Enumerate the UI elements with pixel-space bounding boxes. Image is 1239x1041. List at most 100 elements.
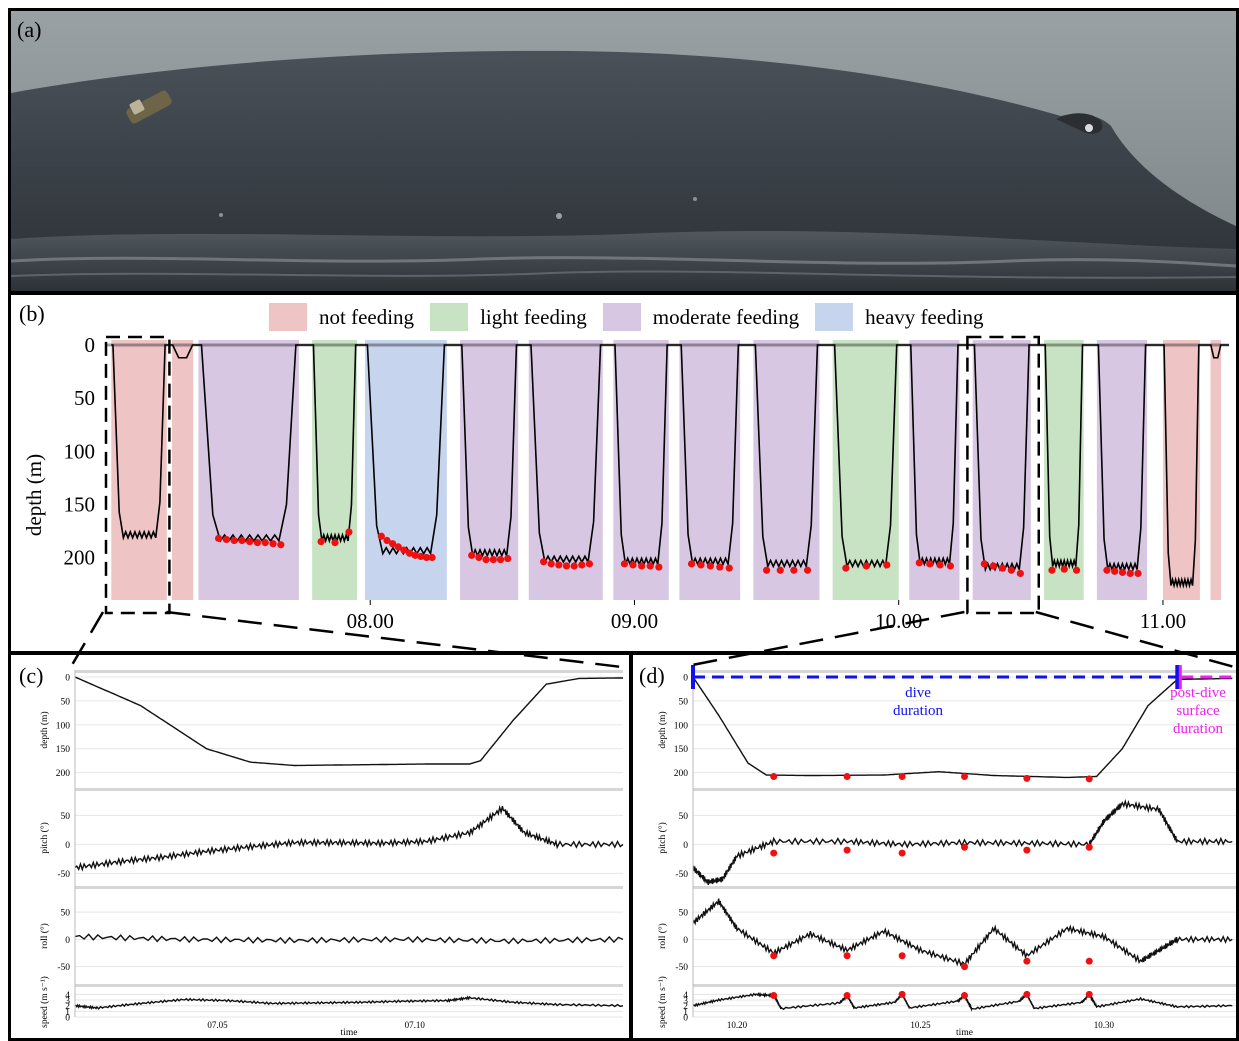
selection-box-c xyxy=(104,335,171,615)
lunge-dot xyxy=(475,553,483,562)
y-tick-label: 3 xyxy=(683,997,688,1007)
lunge-dot xyxy=(400,546,408,554)
lunge-dot xyxy=(253,539,262,547)
lunge-dot xyxy=(394,543,402,551)
y-axis-label: roll (°) xyxy=(657,923,668,949)
lunge-dot xyxy=(1048,566,1056,574)
lunge-dot xyxy=(1085,775,1093,783)
legend-label-light-feeding: light feeding xyxy=(480,304,587,329)
y-tick-label: 0 xyxy=(65,674,70,684)
lunge-dot xyxy=(1126,569,1134,578)
dive-profile-chart: depth (m) 0 50 100 150 200 08.00 09.00 10.00 11.… xyxy=(22,333,1229,633)
lunge-dot xyxy=(843,952,851,960)
lunge-dot xyxy=(697,561,705,569)
y-axis-label: pitch (°) xyxy=(39,822,50,854)
lunge-dot xyxy=(980,560,988,568)
y-tick-label: 50 xyxy=(61,909,71,919)
lunge-dot xyxy=(898,952,906,960)
lunge-dot xyxy=(562,562,571,570)
trace-line xyxy=(692,676,1233,779)
lunge-dot xyxy=(716,563,724,571)
lunge-dot xyxy=(405,549,414,557)
selection-box-d xyxy=(966,335,1041,615)
y-tick-label: 100 xyxy=(64,439,96,463)
y-axis-label: pitch (°) xyxy=(657,822,668,854)
strip-bar xyxy=(75,788,623,791)
y-tick-label: 50 xyxy=(679,909,689,919)
whale-photo xyxy=(11,11,1236,291)
lunge-dot xyxy=(1060,565,1068,573)
y-axis-label: depth (m) xyxy=(22,454,46,536)
y-tick-label: 150 xyxy=(64,492,96,516)
legend-item-heavy-feeding: heavy feeding xyxy=(815,303,984,331)
lunge-dot xyxy=(725,564,733,572)
y-tick-label: 50 xyxy=(679,812,689,822)
lunge-dot xyxy=(331,539,339,547)
lunge-dot xyxy=(915,559,923,567)
lunge-dot xyxy=(638,562,646,570)
post-dive-word: surface xyxy=(1176,703,1220,719)
lunge-dot xyxy=(482,556,490,564)
lunge-dot xyxy=(883,561,891,569)
panel-a-label: (a) xyxy=(17,17,42,42)
lunge-dot xyxy=(489,556,497,564)
legend-label-heavy-feeding: heavy feeding xyxy=(865,304,984,329)
x-tick-label: 10.20 xyxy=(727,1020,748,1030)
dive-region-0 xyxy=(111,340,167,600)
dive-region-1 xyxy=(172,340,194,600)
lunge-dot xyxy=(1072,566,1081,574)
y-tick-label: 200 xyxy=(64,546,96,570)
lunge-dot xyxy=(862,562,870,570)
strip-bar xyxy=(75,670,623,673)
lunge-dot xyxy=(496,556,505,564)
panel-d-label: (d) xyxy=(639,663,665,688)
post-dive-label: post-dive surface duration xyxy=(1170,685,1226,737)
y-tick-label: 4 xyxy=(65,991,70,1001)
trace-line xyxy=(692,991,1233,1012)
dive-region-11 xyxy=(909,340,960,600)
trace-line xyxy=(74,933,624,945)
dive-region-14 xyxy=(1096,340,1148,600)
legend-item-light-feeding: light feeding xyxy=(430,303,587,331)
y-tick-label: 1 xyxy=(683,1008,688,1018)
y-tick-label: -50 xyxy=(675,963,688,973)
dive-duration-word: duration xyxy=(893,703,943,719)
lunge-dot xyxy=(417,552,425,561)
strip-bar xyxy=(693,670,1236,673)
legend-item-moderate-feeding: moderate feeding xyxy=(602,303,799,331)
trace-line xyxy=(74,676,623,767)
y-tick-label: 100 xyxy=(56,721,71,731)
y-axis-label: speed (m s⁻¹) xyxy=(39,976,50,1028)
trace-line xyxy=(74,804,624,872)
y-tick-label: 0 xyxy=(65,1014,70,1024)
lunge-dot xyxy=(946,562,955,570)
legend-swatch-light-feeding xyxy=(430,303,469,331)
dive-region-12 xyxy=(972,340,1031,600)
post-dive-word: duration xyxy=(1173,721,1223,737)
lunge-dot xyxy=(898,772,906,780)
lunge-dot xyxy=(555,561,563,569)
lunge-dot xyxy=(383,536,391,545)
lunge-dot xyxy=(1023,957,1031,965)
x-tick-label: 07.10 xyxy=(405,1020,426,1030)
y-axis-label: roll (°) xyxy=(39,923,50,949)
lunge-dot xyxy=(377,532,385,540)
y-tick-label: 0 xyxy=(65,936,70,946)
x-tick-label: 10.30 xyxy=(1094,1020,1115,1030)
lunge-dot xyxy=(898,849,906,857)
lunge-dot xyxy=(539,558,548,566)
lunge-dot xyxy=(570,562,578,570)
tag-device xyxy=(126,90,172,124)
panel-b-label: (b) xyxy=(19,301,45,326)
lunge-dot xyxy=(842,564,850,572)
y-tick-label: 2 xyxy=(65,1002,70,1012)
lunge-dot xyxy=(762,566,771,574)
lunge-dot xyxy=(585,560,594,568)
lunge-dot xyxy=(961,843,968,851)
strip-bar xyxy=(693,984,1236,987)
trace-line xyxy=(692,799,1233,885)
lunge-dot xyxy=(620,560,629,568)
lunge-dot xyxy=(1023,774,1031,782)
dive-region-6 xyxy=(528,340,603,600)
